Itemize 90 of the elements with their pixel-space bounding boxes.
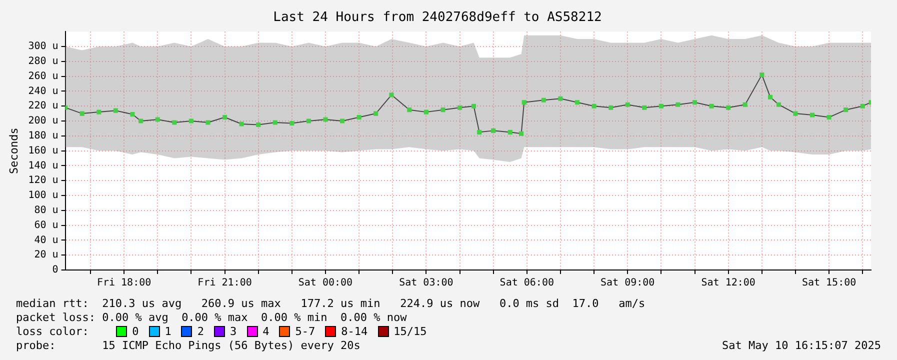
- point: [558, 96, 563, 101]
- point: [519, 131, 524, 136]
- y-tick-label: 20 u: [34, 250, 58, 261]
- point: [608, 105, 614, 110]
- point: [172, 120, 177, 125]
- point: [508, 130, 512, 134]
- y-tick-label: 80 u: [34, 204, 58, 216]
- point: [340, 118, 345, 124]
- point: [155, 117, 160, 122]
- point: [726, 105, 731, 110]
- point: [407, 108, 412, 112]
- point: [768, 94, 773, 100]
- point: [424, 110, 428, 114]
- point: [477, 130, 482, 134]
- point: [776, 102, 781, 107]
- point: [826, 115, 832, 120]
- point: [457, 105, 462, 110]
- text: loss color:: [16, 325, 90, 338]
- text: 3: [230, 325, 237, 338]
- point: [272, 120, 278, 125]
- point: [323, 117, 328, 122]
- text: packet loss: 0.00 % avg 0.00 % max 0.00 % min 0.00 % now: [16, 311, 407, 324]
- point: [491, 128, 496, 133]
- point: [113, 108, 118, 113]
- point: [471, 104, 476, 108]
- x-tick-label: Sat 00:00: [298, 278, 353, 289]
- point: [130, 112, 135, 117]
- point: [306, 118, 311, 124]
- text: 4: [262, 325, 270, 338]
- point: [188, 118, 194, 124]
- point: [860, 104, 865, 108]
- y-tick-label: 200 u: [28, 116, 58, 127]
- text: probe: 15 ICMP Echo Pings (56 Bytes) every 20s: [16, 339, 360, 352]
- text: median rtt: 210.3 us avg 260.9 us max 177.2 us min 224.9 us now 0.0 ms sd 17.0 am/s: [16, 297, 646, 310]
- x-tick-label: Sat 06:00: [500, 278, 554, 289]
- y-tick-label: 260 u: [28, 70, 58, 82]
- point: [222, 115, 228, 120]
- x-tick-label: Sat 03:00: [399, 278, 454, 289]
- point: [356, 115, 362, 120]
- y-tick-label: 180 u: [28, 130, 58, 142]
- x-tick-label: Sat 15:00: [802, 278, 856, 289]
- point: [692, 100, 698, 105]
- chart-title: Last 24 Hours from 2402768d9eff to AS58212: [273, 10, 602, 26]
- point: [642, 105, 647, 110]
- x-tick-label: Sat 09:00: [600, 278, 655, 289]
- text: 5-7: [295, 325, 316, 338]
- point: [760, 72, 764, 78]
- x-tick-label: Fri 21:00: [198, 278, 252, 289]
- point: [522, 100, 526, 105]
- point: [389, 92, 394, 98]
- text: Sat May 10 16:15:07 2025: [722, 339, 881, 352]
- point: [658, 104, 664, 108]
- point: [206, 120, 210, 125]
- x-tick-label: Fri 18:00: [96, 278, 152, 289]
- point: [138, 118, 144, 124]
- y-tick-label: 120 u: [28, 175, 58, 186]
- y-axis-title: Seconds: [7, 128, 20, 174]
- point: [256, 122, 261, 127]
- point: [96, 110, 102, 114]
- point: [742, 102, 748, 107]
- text: 8-14: [341, 325, 368, 338]
- y-tick-label: 60 u: [34, 220, 58, 231]
- point: [625, 102, 630, 107]
- point: [793, 111, 798, 116]
- y-tick-label: 220 u: [28, 100, 58, 112]
- point: [709, 104, 714, 108]
- y-tick-label: 240 u: [28, 86, 58, 97]
- x-tick-label: Sat 12:00: [701, 278, 756, 289]
- point: [440, 108, 446, 112]
- point: [374, 111, 378, 116]
- y-tick-label: 100 u: [28, 190, 58, 202]
- point: [541, 98, 546, 102]
- text: 1: [164, 325, 172, 338]
- point: [810, 112, 815, 118]
- point: [574, 100, 580, 105]
- y-tick-label: 280 u: [28, 56, 58, 67]
- point: [239, 122, 244, 126]
- point: [844, 108, 848, 112]
- y-tick-label: 160 u: [28, 145, 58, 156]
- text: 2: [197, 325, 204, 338]
- y-tick-label: 0: [52, 264, 58, 276]
- y-tick-label: 140 u: [28, 160, 58, 172]
- point: [80, 111, 84, 116]
- point: [290, 120, 294, 126]
- text: 15/15: [394, 325, 427, 338]
- point: [592, 104, 596, 108]
- y-tick-label: 40 u: [34, 234, 58, 246]
- text: 0: [132, 325, 139, 338]
- point: [676, 102, 680, 107]
- y-tick-label: 300 u: [28, 41, 58, 52]
